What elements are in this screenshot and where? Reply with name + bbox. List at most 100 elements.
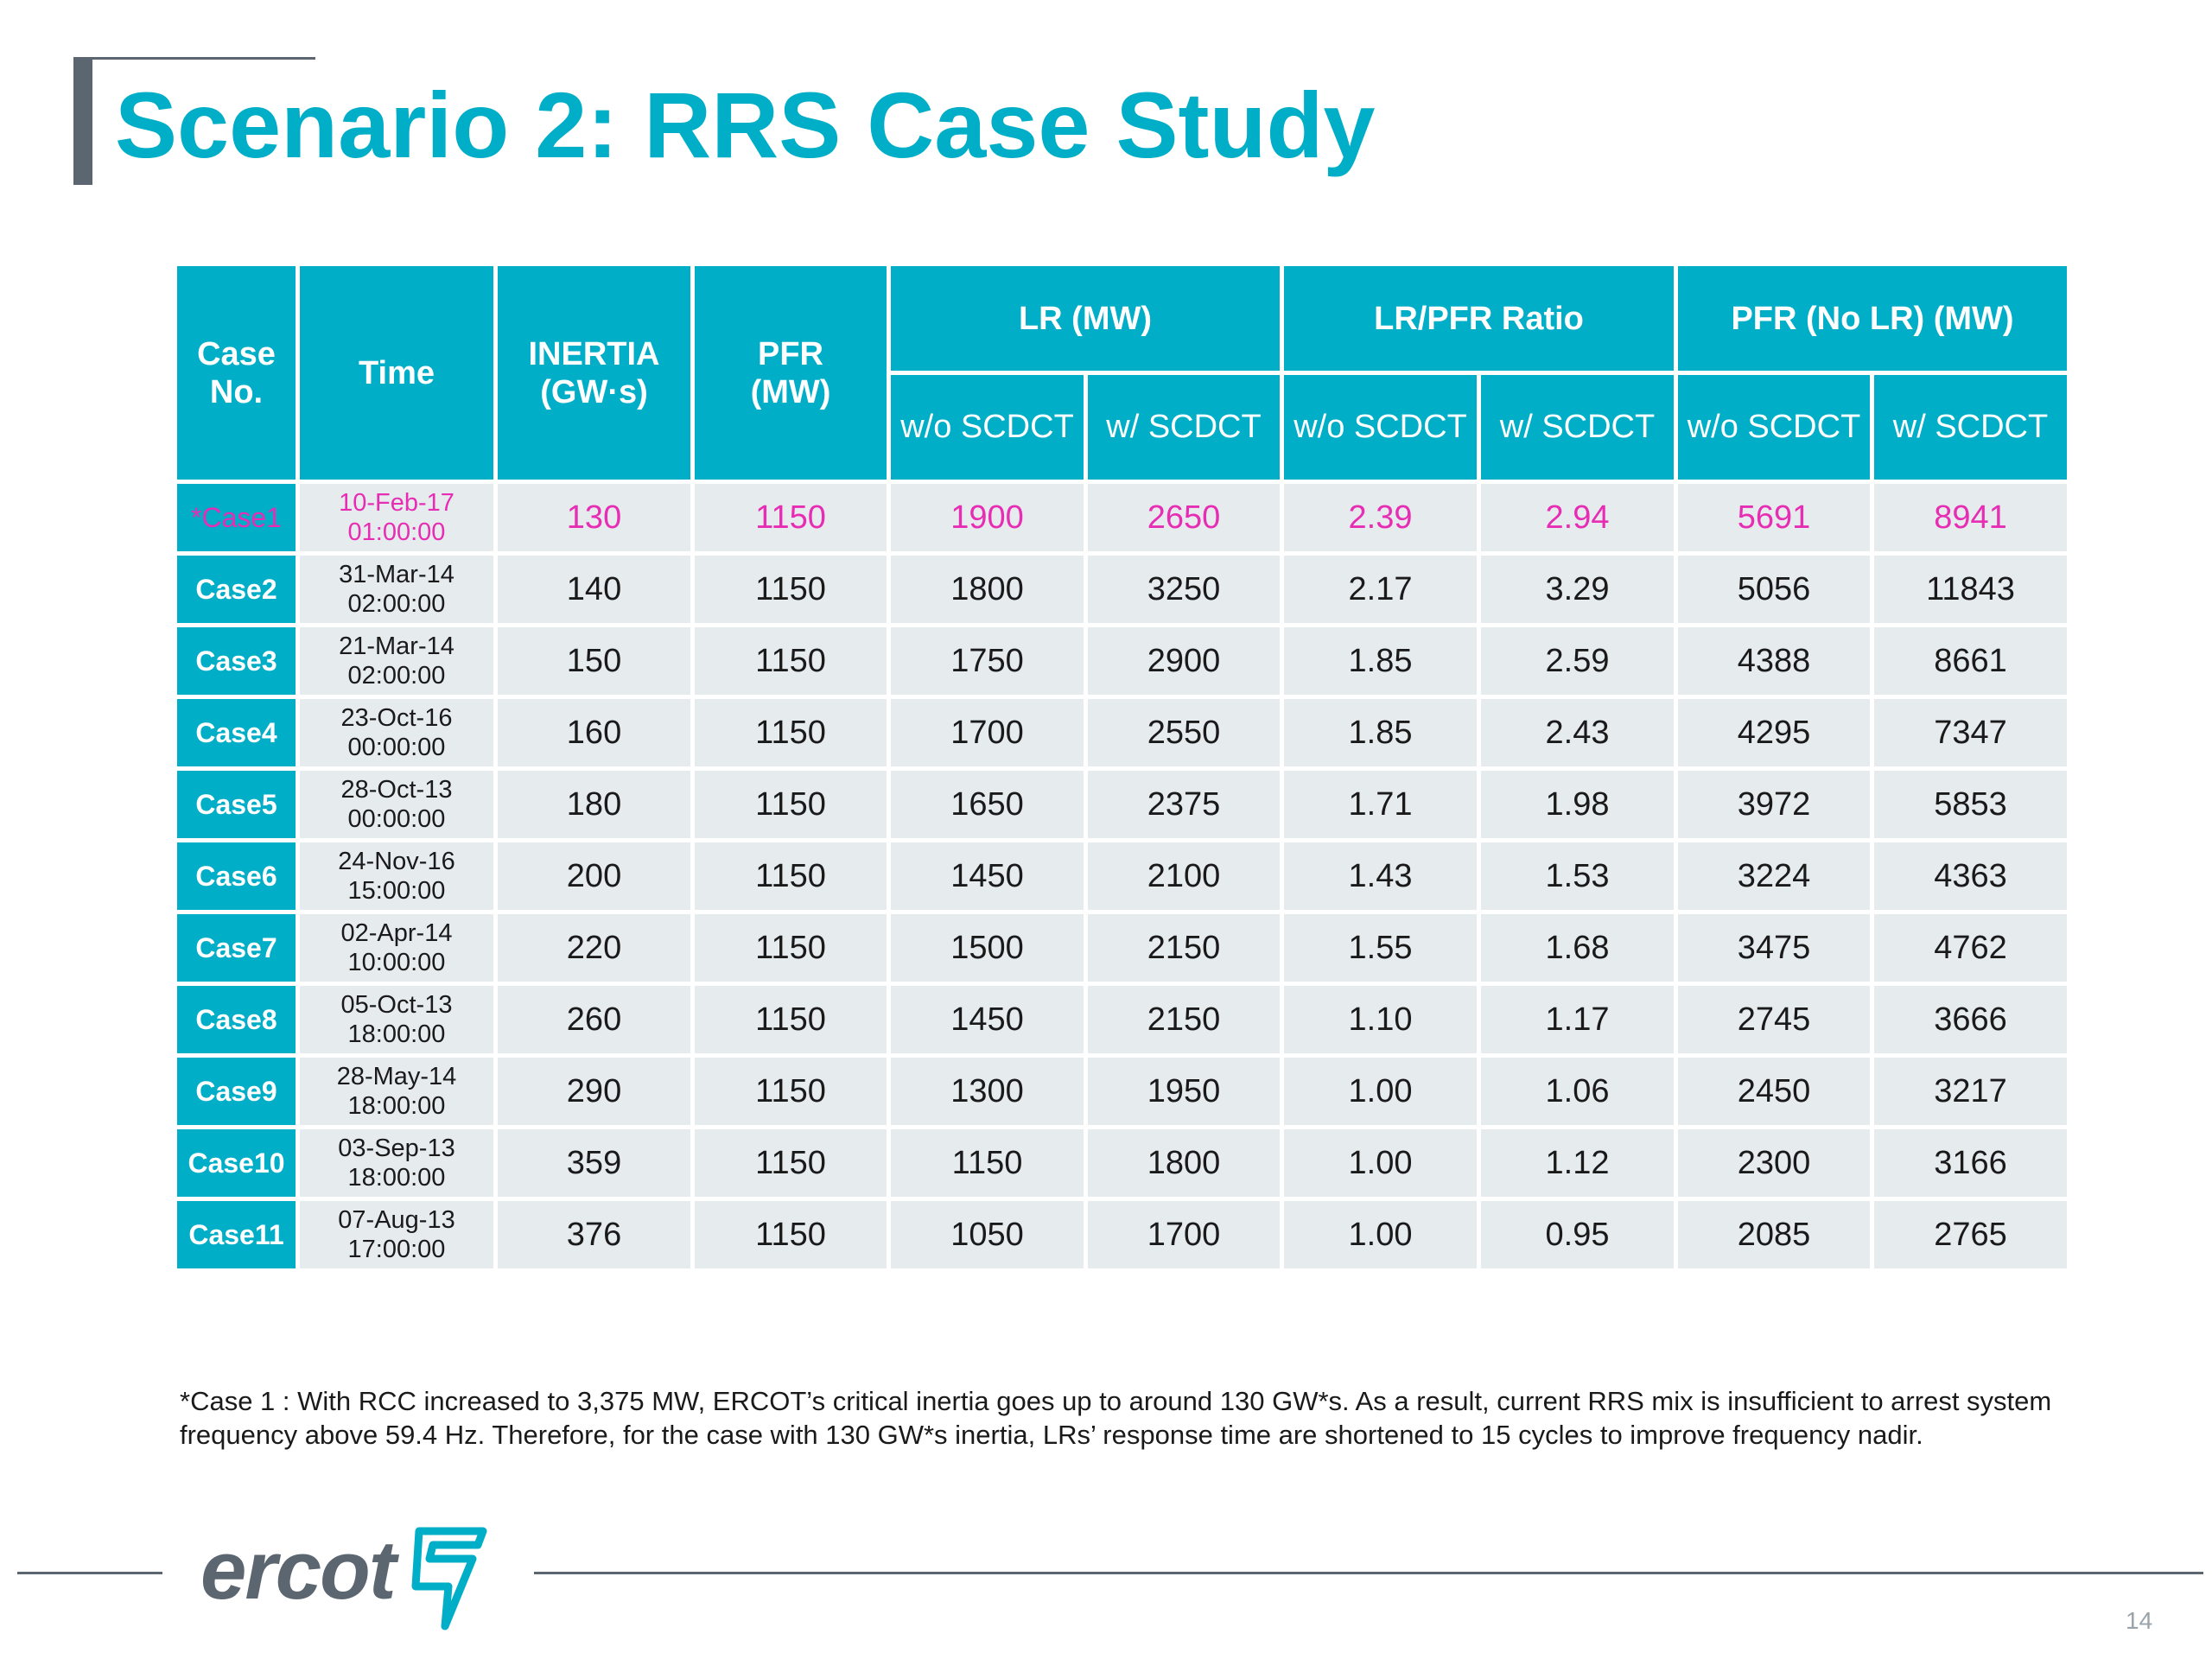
time-cell: 10-Feb-17 01:00:00 (300, 484, 493, 551)
cell-pfr-w: 4363 (1874, 842, 2067, 910)
cell-pfr: 1150 (695, 1201, 887, 1268)
cell-pfr: 1150 (695, 1129, 887, 1197)
cell-pfr-w: 3217 (1874, 1058, 2067, 1125)
cell-lr-w: 1950 (1088, 1058, 1280, 1125)
ercot-logo: ercot (200, 1519, 494, 1631)
date-text: 02-Apr-14 (340, 919, 453, 947)
header-pfr-no-lr: PFR (No LR) (MW) (1678, 266, 2067, 371)
cell-inertia: 290 (498, 1058, 690, 1125)
time-cell: 02-Apr-14 10:00:00 (300, 914, 493, 982)
cell-lr-wo: 1450 (891, 842, 1084, 910)
cell-pfr-wo: 2745 (1678, 986, 1870, 1053)
table-row: Case3 21-Mar-14 02:00:00 150 1150 1750 2900 1.8… (177, 627, 2067, 695)
table-row: Case2 31-Mar-14 02:00:00 140 1150 1800 3250 2.1… (177, 556, 2067, 623)
header-case-no: Case No. (177, 266, 296, 480)
case-label: Case2 (177, 556, 296, 623)
cell-inertia: 220 (498, 914, 690, 982)
page-number: 14 (2126, 1607, 2153, 1634)
footnote: *Case 1 : With RCC increased to 3,375 MW… (180, 1386, 2052, 1450)
cell-lr-w: 1800 (1088, 1129, 1280, 1197)
cell-lr-w: 2150 (1088, 914, 1280, 982)
cell-lr-wo: 1450 (891, 986, 1084, 1053)
case-label: Case11 (177, 1201, 296, 1268)
cell-ratio-w: 2.59 (1481, 627, 1674, 695)
table-row: Case8 05-Oct-13 18:00:00 260 1150 1450 2150 1.1… (177, 986, 2067, 1053)
cell-pfr-w: 3166 (1874, 1129, 2067, 1197)
cell-inertia: 260 (498, 986, 690, 1053)
subheader-pfr-wo-scdct: w/o SCDCT (1678, 375, 1870, 480)
date-text: 03-Sep-13 (338, 1135, 455, 1162)
cell-lr-w: 2100 (1088, 842, 1280, 910)
case-label: Case4 (177, 699, 296, 766)
table-row: Case11 07-Aug-13 17:00:00 376 1150 1050 1700 1.… (177, 1201, 2067, 1268)
date-text: 21-Mar-14 (339, 632, 454, 660)
title-accent-bar (73, 57, 92, 185)
clock-text: 01:00:00 (347, 518, 446, 546)
cell-ratio-w: 3.29 (1481, 556, 1674, 623)
subheader-pfr-w-scdct: w/ SCDCT (1874, 375, 2067, 480)
time-cell: 31-Mar-14 02:00:00 (300, 556, 493, 623)
cell-pfr-w: 11843 (1874, 556, 2067, 623)
cell-pfr-wo: 3224 (1678, 842, 1870, 910)
subheader-lr-wo-scdct: w/o SCDCT (891, 375, 1084, 480)
cell-ratio-wo: 2.17 (1284, 556, 1477, 623)
cell-lr-wo: 1700 (891, 699, 1084, 766)
cell-ratio-wo: 1.10 (1284, 986, 1477, 1053)
cell-lr-w: 2550 (1088, 699, 1280, 766)
case-label: Case3 (177, 627, 296, 695)
time-cell: 21-Mar-14 02:00:00 (300, 627, 493, 695)
cell-pfr: 1150 (695, 986, 887, 1053)
cell-pfr: 1150 (695, 627, 887, 695)
table-row: Case4 23-Oct-16 00:00:00 160 1150 1700 2550 1.8… (177, 699, 2067, 766)
cell-inertia: 160 (498, 699, 690, 766)
cell-pfr-wo: 4388 (1678, 627, 1870, 695)
cell-pfr: 1150 (695, 484, 887, 551)
time-cell: 23-Oct-16 00:00:00 (300, 699, 493, 766)
cell-lr-w: 2150 (1088, 986, 1280, 1053)
cell-lr-wo: 1150 (891, 1129, 1084, 1197)
cell-ratio-wo: 1.85 (1284, 627, 1477, 695)
table-row: Case7 02-Apr-14 10:00:00 220 1150 1500 2150 1.5… (177, 914, 2067, 982)
table-row: *Case1 10-Feb-17 01:00:00 130 1150 1900 2650 2.… (177, 484, 2067, 551)
clock-text: 00:00:00 (347, 734, 446, 761)
time-cell: 24-Nov-16 15:00:00 (300, 842, 493, 910)
clock-text: 00:00:00 (347, 805, 446, 833)
cell-lr-wo: 1050 (891, 1201, 1084, 1268)
subheader-ratio-wo-scdct: w/o SCDCT (1284, 375, 1477, 480)
clock-text: 02:00:00 (347, 662, 446, 690)
lightning-bolt-icon (411, 1527, 487, 1630)
cell-pfr-wo: 2300 (1678, 1129, 1870, 1197)
cell-ratio-wo: 1.43 (1284, 842, 1477, 910)
cell-pfr-wo: 4295 (1678, 699, 1870, 766)
clock-text: 15:00:00 (347, 877, 446, 905)
case-label: *Case1 (177, 484, 296, 551)
cell-ratio-w: 1.06 (1481, 1058, 1674, 1125)
header-pfr: PFR (MW) (695, 266, 887, 480)
cell-pfr: 1150 (695, 771, 887, 838)
cell-lr-w: 2900 (1088, 627, 1280, 695)
cell-pfr-wo: 3972 (1678, 771, 1870, 838)
cell-lr-wo: 1900 (891, 484, 1084, 551)
cell-ratio-wo: 1.00 (1284, 1058, 1477, 1125)
clock-text: 17:00:00 (347, 1236, 446, 1263)
cell-ratio-w: 0.95 (1481, 1201, 1674, 1268)
cell-pfr-wo: 3475 (1678, 914, 1870, 982)
title-rule (73, 57, 315, 60)
cell-lr-w: 2375 (1088, 771, 1280, 838)
case-study-table: Case No. Time INERTIA (GW·s) PFR (MW) LR… (173, 262, 2071, 1273)
cell-inertia: 200 (498, 842, 690, 910)
cell-ratio-wo: 1.85 (1284, 699, 1477, 766)
clock-text: 18:00:00 (347, 1164, 446, 1192)
header-time: Time (300, 266, 493, 480)
cell-ratio-w: 2.43 (1481, 699, 1674, 766)
date-text: 05-Oct-13 (340, 991, 453, 1019)
footer-rule-left (17, 1572, 162, 1574)
table-row: Case5 28-Oct-13 00:00:00 180 1150 1650 2375 1.7… (177, 771, 2067, 838)
case-label: Case10 (177, 1129, 296, 1197)
case-label: Case9 (177, 1058, 296, 1125)
cell-ratio-wo: 1.55 (1284, 914, 1477, 982)
table-body: *Case1 10-Feb-17 01:00:00 130 1150 1900 2650 2.… (177, 484, 2067, 1268)
cell-pfr-w: 4762 (1874, 914, 2067, 982)
cell-lr-wo: 1300 (891, 1058, 1084, 1125)
cell-ratio-w: 1.68 (1481, 914, 1674, 982)
